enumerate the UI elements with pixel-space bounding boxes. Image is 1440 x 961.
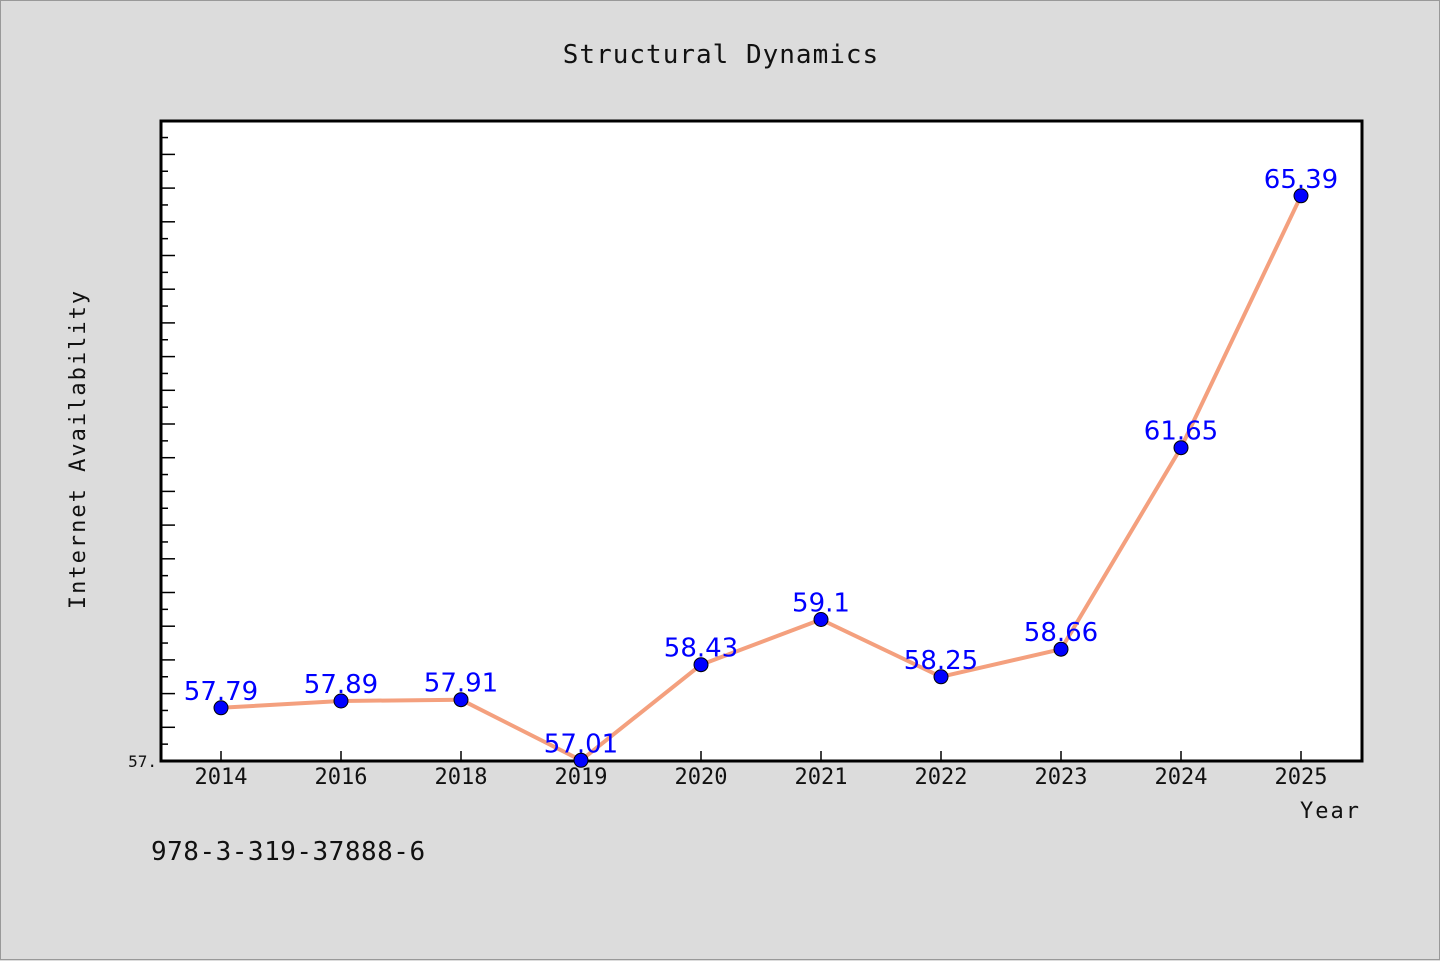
data-point bbox=[333, 693, 349, 709]
data-point bbox=[693, 657, 709, 673]
x-tick-label: 2018 bbox=[435, 765, 488, 790]
data-markers bbox=[213, 188, 1309, 768]
x-tick-label: 2022 bbox=[915, 765, 968, 790]
data-label: 57.79 bbox=[184, 677, 258, 707]
data-point bbox=[1293, 188, 1309, 204]
x-axis-ticks: 2014 2016 2018 2019 2020 2021 2022 2023 2024 2025 bbox=[195, 751, 1328, 790]
data-point bbox=[573, 752, 589, 768]
x-tick-label: 2014 bbox=[195, 765, 248, 790]
data-point bbox=[453, 692, 469, 708]
data-point bbox=[1173, 440, 1189, 456]
data-label: 57.01 bbox=[544, 729, 618, 759]
data-labels: 57.79 57.89 57.91 57.01 58.43 59.1 58.25 58.66 6… bbox=[184, 165, 1338, 759]
y-axis-label: Internet Availability bbox=[66, 289, 91, 609]
x-tick-label: 2019 bbox=[555, 765, 608, 790]
data-label: 58.25 bbox=[904, 646, 978, 676]
data-label: 58.66 bbox=[1024, 618, 1098, 648]
data-label: 65.39 bbox=[1264, 165, 1338, 195]
x-tick-label: 2024 bbox=[1155, 765, 1208, 790]
x-tick-label: 2025 bbox=[1275, 765, 1328, 790]
data-label: 57.91 bbox=[424, 669, 498, 699]
y-axis-ticks bbox=[161, 136, 175, 762]
data-point bbox=[933, 669, 949, 685]
data-label: 59.1 bbox=[792, 589, 850, 619]
chart-title: Structural Dynamics bbox=[563, 40, 879, 70]
plot-area bbox=[159, 119, 1364, 763]
x-tick-label: 2023 bbox=[1035, 765, 1088, 790]
x-tick-label: 2016 bbox=[315, 765, 368, 790]
y-tick-label: 57. bbox=[128, 752, 157, 771]
x-axis-label: Year bbox=[1300, 799, 1361, 824]
x-tick-label: 2020 bbox=[675, 765, 728, 790]
x-tick-label: 2021 bbox=[795, 765, 848, 790]
data-label: 58.43 bbox=[664, 634, 738, 664]
data-label: 57.89 bbox=[304, 670, 378, 700]
data-point bbox=[213, 700, 229, 716]
data-point bbox=[813, 612, 829, 627]
data-label: 61.65 bbox=[1144, 417, 1218, 447]
data-point bbox=[1053, 641, 1069, 657]
isbn-note: 978-3-319-37888-6 bbox=[151, 837, 426, 867]
series-line bbox=[220, 194, 1303, 763]
